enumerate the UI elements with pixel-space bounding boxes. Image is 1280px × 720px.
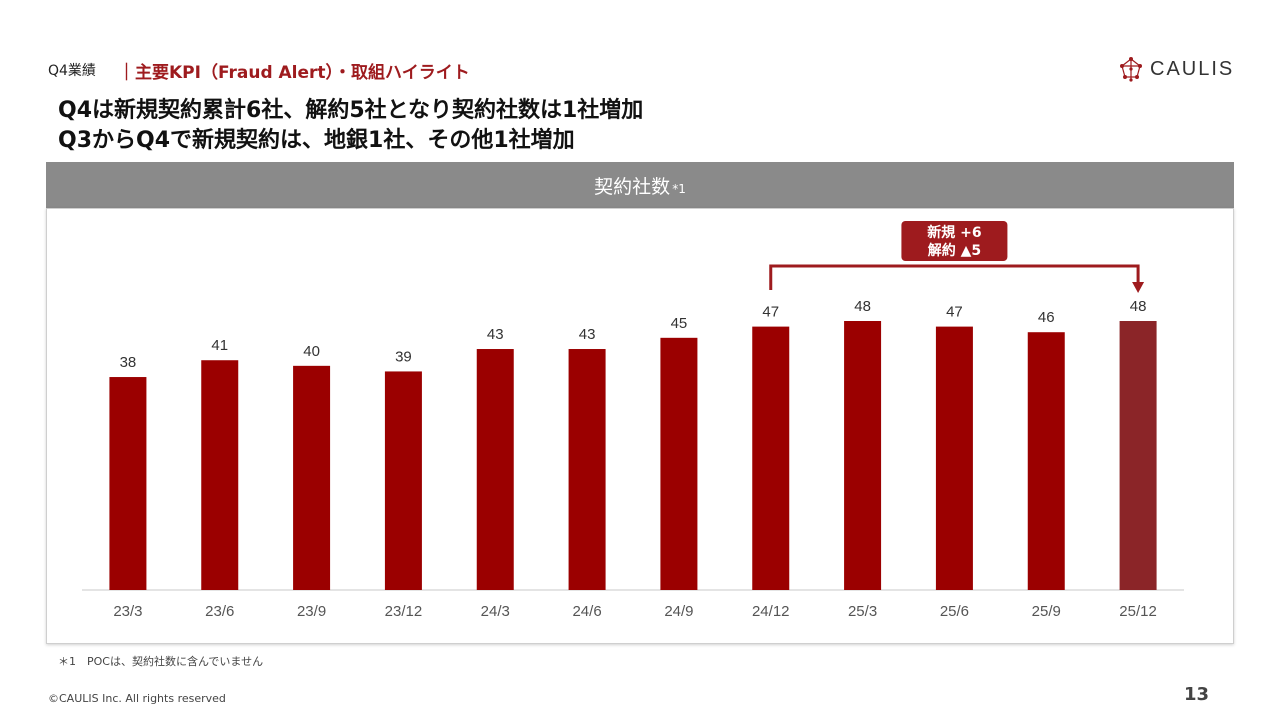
network-node-icon [1120,57,1142,82]
bar [384,371,422,590]
logo-text: CAULIS [1150,57,1235,80]
copyright: ©CAULIS Inc. All rights reserved [48,692,226,705]
data-label: 47 [762,304,779,321]
chart-title-note: *1 [672,182,686,196]
data-label: 45 [671,315,688,332]
bar [660,337,698,590]
annotation-bracket [769,264,1140,290]
annotation-box [901,221,1008,261]
x-tick-label: 23/9 [297,603,326,620]
bar [476,349,514,590]
x-tick-label: 23/3 [113,603,142,620]
data-label: 43 [487,326,504,343]
slide-title: ｜主要KPI（Fraud Alert）・取組ハイライト [118,63,470,83]
page-number: 13 [1184,684,1210,705]
bar [293,365,331,590]
bar [1027,332,1065,590]
footnote: ＊1 POCは、契約社数に含んでいません [58,655,264,668]
arrow-down-icon [1132,282,1145,293]
data-label: 48 [1130,298,1147,315]
chart-header: 契約社数 *1 [46,162,1234,208]
section-label: Q4業績 [48,63,96,79]
bar [109,377,147,590]
bar [844,321,882,590]
x-tick-label: 24/9 [664,603,693,620]
x-tick-label: 24/12 [752,603,790,620]
bar [568,349,606,590]
data-label: 40 [303,343,320,360]
company-logo: CAULIS [1118,56,1234,82]
x-tick-label: 24/3 [481,603,510,620]
x-tick-label: 25/9 [1032,603,1061,620]
x-tick-label: 23/12 [385,603,423,620]
x-tick-label: 25/3 [848,603,877,620]
annotation-cancellations: 解約 ▲5 [928,242,981,259]
data-label: 41 [211,337,228,354]
data-label: 39 [395,348,412,365]
data-label: 43 [579,326,596,343]
data-label: 48 [854,298,871,315]
x-tick-label: 24/6 [572,603,601,620]
bar-chart: 38 23/3 41 23/6 40 23/9 39 23/12 43 24/3 43 24/6 45 2… [82,221,1184,620]
data-label: 46 [1038,309,1055,326]
headline-line-1: Q4は新規契約累計6社、解約5社となり契約社数は1社増加 [58,98,644,123]
bar [935,326,973,590]
x-tick-label: 23/6 [205,603,234,620]
chart-panel: 38 23/3 41 23/6 40 23/9 39 23/12 43 24/3 43 24/6 45 2… [46,208,1234,644]
bar [1119,321,1157,590]
bar [201,360,239,590]
chart-title: 契約社数 [594,175,671,198]
headline-line-2: Q3からQ4で新規契約は、地銀1社、その他1社増加 [58,128,575,153]
headline: Q4は新規契約累計6社、解約5社となり契約社数は1社増加 Q3からQ4で新規契約… [58,96,643,156]
bar [752,326,790,590]
x-tick-label: 25/12 [1119,603,1157,620]
data-label: 38 [120,354,137,371]
annotation-new-contracts: 新規 +6 [927,224,981,241]
data-label: 47 [946,304,963,321]
x-tick-label: 25/6 [940,603,969,620]
